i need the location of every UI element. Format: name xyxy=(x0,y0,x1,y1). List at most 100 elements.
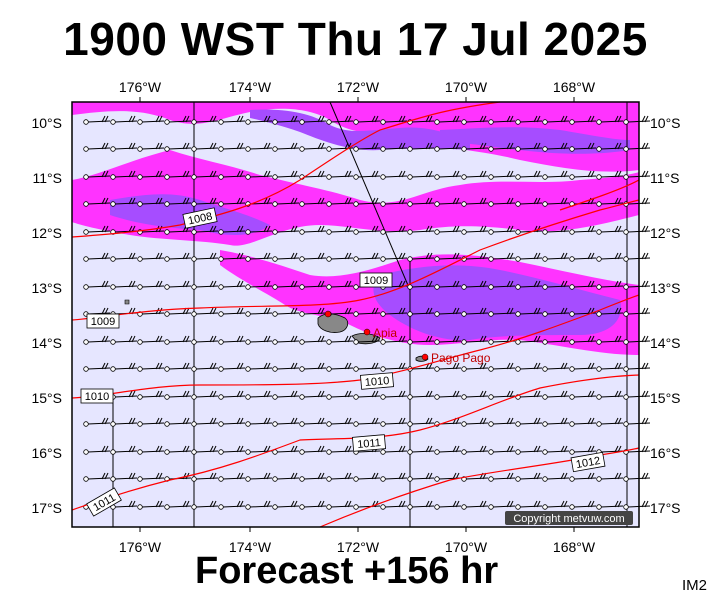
wind-barb-shaft xyxy=(222,367,246,370)
wind-barb-feather xyxy=(398,417,403,425)
wind-barb-shaft xyxy=(411,285,435,288)
wind-barb-feather xyxy=(644,197,649,205)
wind-barb-shaft xyxy=(492,230,516,233)
wind-station-dot xyxy=(245,394,251,400)
svg-text:1012: 1012 xyxy=(575,455,601,471)
wind-barb-shaft xyxy=(357,175,381,178)
wind-barb-feather xyxy=(182,500,187,508)
wind-barb-shaft xyxy=(222,175,246,178)
wind-station-dot xyxy=(218,146,224,152)
wind-barb-feather xyxy=(398,390,403,398)
wind-station-dot xyxy=(137,449,143,455)
lat-label-16s-right: 16°S xyxy=(650,445,681,461)
wind-barb-feather xyxy=(644,335,649,343)
wind-station-dot xyxy=(515,421,521,427)
wind-barb-feather xyxy=(641,500,646,508)
wind-barb-feather xyxy=(155,500,160,508)
wind-barb-feather xyxy=(509,225,514,233)
wind-station-dot xyxy=(596,229,602,235)
wind-barb-feather xyxy=(590,115,595,123)
wind-barb-feather xyxy=(536,252,541,260)
wind-barb-shaft xyxy=(303,422,327,425)
wind-barb-feather xyxy=(131,170,136,178)
wind-barb-feather xyxy=(344,142,349,150)
wind-station-dot xyxy=(326,504,332,510)
wind-barb-feather xyxy=(563,142,568,150)
wind-barb-shaft xyxy=(330,230,354,233)
wind-barb-shaft xyxy=(384,450,408,453)
wind-barb-shaft xyxy=(330,422,354,425)
wind-barb-shaft xyxy=(276,340,300,343)
wind-station-dot xyxy=(380,449,386,455)
wind-barb-feather xyxy=(212,417,217,425)
lon-label-174w-top: 174°W xyxy=(229,79,272,95)
image-tag: IM2 xyxy=(682,577,708,594)
wind-barb-feather xyxy=(266,280,271,288)
wind-barb-shaft xyxy=(303,175,327,178)
wind-barb-feather xyxy=(263,417,268,425)
wind-barb-feather xyxy=(131,115,136,123)
wind-station-dot xyxy=(542,256,548,262)
wind-barb-feather xyxy=(482,362,487,370)
wind-barb-feather xyxy=(212,500,217,508)
wind-barb-feather xyxy=(263,362,268,370)
wind-station-dot xyxy=(164,146,170,152)
wind-barb-feather xyxy=(158,225,163,233)
wind-station-dot xyxy=(245,504,251,510)
wind-barb-shaft xyxy=(573,340,597,343)
wind-barb-shaft xyxy=(546,147,570,150)
wind-station-dot xyxy=(542,311,548,317)
wind-barb-feather xyxy=(617,417,622,425)
wind-barb-feather xyxy=(344,170,349,178)
wind-barb-shaft xyxy=(195,312,219,315)
wind-barb-shaft xyxy=(168,257,192,260)
wind-barb-shaft xyxy=(519,257,543,260)
wind-station-dot xyxy=(569,146,575,152)
wind-barb-feather xyxy=(506,500,511,508)
wind-barb-feather xyxy=(212,307,217,315)
wind-station-dot xyxy=(191,229,197,235)
wind-barb-feather xyxy=(185,115,190,123)
wind-barb-shaft xyxy=(276,367,300,370)
wind-barb-feather xyxy=(455,307,460,315)
wind-station-dot xyxy=(272,366,278,372)
wind-barb-feather xyxy=(533,362,538,370)
wind-barb-feather xyxy=(104,225,109,233)
wind-barb-feather xyxy=(236,472,241,480)
wind-station-dot xyxy=(542,229,548,235)
wind-barb-feather xyxy=(236,335,241,343)
wind-station-dot xyxy=(596,201,602,207)
wind-station-dot xyxy=(515,476,521,482)
wind-barb-feather xyxy=(560,362,565,370)
wind-barb-feather xyxy=(290,362,295,370)
wind-station-dot xyxy=(326,284,332,290)
wind-barb-feather xyxy=(452,390,457,398)
wind-barb-feather xyxy=(374,390,379,398)
wind-barb-shaft xyxy=(573,395,597,398)
wind-barb-feather xyxy=(128,252,133,260)
wind-barb-shaft xyxy=(519,505,543,508)
wind-barb-feather xyxy=(587,362,592,370)
wind-barb-feather xyxy=(452,115,457,123)
wind-barb-feather xyxy=(452,225,457,233)
wind-barb-feather xyxy=(506,170,511,178)
wind-barb-feather xyxy=(506,252,511,260)
wind-barb-feather xyxy=(317,445,322,453)
wind-barb-feather xyxy=(425,390,430,398)
wind-station-dot xyxy=(623,174,629,180)
wind-barb-feather xyxy=(290,197,295,205)
wind-station-dot xyxy=(83,256,89,262)
wind-station-dot xyxy=(299,504,305,510)
wind-station-dot xyxy=(569,311,575,317)
wind-barb-feather xyxy=(563,472,568,480)
wind-barb-feather xyxy=(320,500,325,508)
wind-barb-feather xyxy=(344,362,349,370)
wind-station-dot xyxy=(407,146,413,152)
wind-barb-feather xyxy=(101,335,106,343)
wind-barb-feather xyxy=(101,252,106,260)
wind-station-dot xyxy=(353,119,359,125)
wind-barb-shaft xyxy=(546,120,570,123)
wind-station-dot xyxy=(83,119,89,125)
lon-label-168w-top: 168°W xyxy=(553,79,596,95)
wind-barb-feather xyxy=(131,252,136,260)
